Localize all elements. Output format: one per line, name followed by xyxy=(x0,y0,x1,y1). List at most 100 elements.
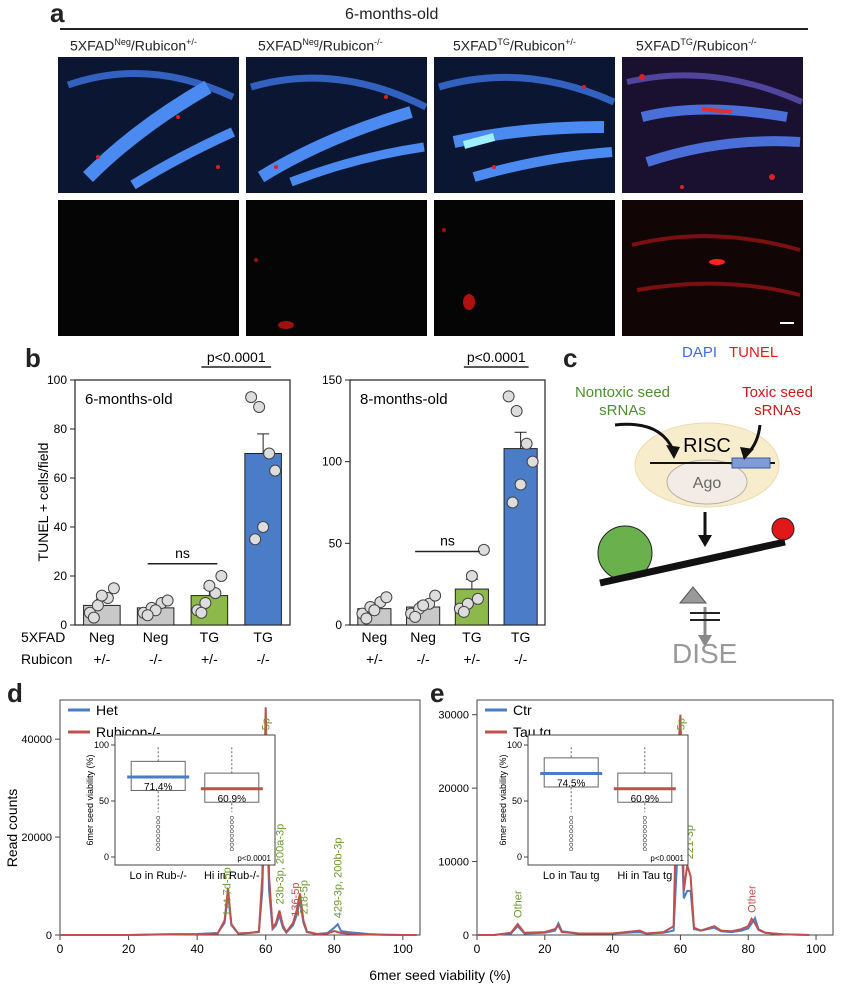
y-tick-label: 100 xyxy=(322,455,342,469)
toxic-seed-label: Toxic seed sRNAs xyxy=(742,384,813,419)
inset-outlier xyxy=(569,847,574,852)
x-tick-label: 0 xyxy=(57,942,64,956)
inset-outlier xyxy=(229,820,234,825)
panel-e-letter: e xyxy=(430,678,445,708)
inset-outlier xyxy=(156,833,161,838)
y-tick-label: 150 xyxy=(322,373,342,387)
y-tick-label: 30000 xyxy=(438,710,469,722)
peak-annotation: 218-5p xyxy=(298,880,310,914)
x-tick-label: 100 xyxy=(393,942,413,956)
inset-group-label: Lo in Tau tg xyxy=(543,870,600,882)
inset-outlier xyxy=(156,838,161,843)
x-tick-label: 80 xyxy=(742,942,756,956)
ns-label: ns xyxy=(175,545,190,561)
y-tick-label: 0 xyxy=(46,930,52,942)
x-tick-label: 60 xyxy=(674,942,688,956)
plot-frame xyxy=(349,379,546,626)
category-label: -/- xyxy=(257,651,271,667)
data-point xyxy=(457,605,470,618)
inset-group-label: Lo in Rub-/- xyxy=(129,870,187,882)
plot-frame xyxy=(74,379,291,626)
y-tick-label: 40 xyxy=(54,520,68,534)
legend-label: Ctr xyxy=(513,702,532,718)
inset-outlier xyxy=(569,820,574,825)
inset-outlier xyxy=(642,847,647,852)
category-label: TG xyxy=(511,629,530,645)
category-label: TG xyxy=(200,629,219,645)
data-point xyxy=(477,543,490,556)
arrowhead xyxy=(740,447,754,460)
y-tick-label: 60 xyxy=(54,471,68,485)
peak-annotation: 23b-3p, 200a-3p xyxy=(274,824,286,905)
micrograph-merge xyxy=(434,57,615,193)
data-point xyxy=(253,400,266,413)
category-label: Neg xyxy=(362,629,388,645)
inset-tick-label: 0 xyxy=(104,852,109,862)
category-label: -/- xyxy=(149,651,163,667)
panel-a-header-rule xyxy=(60,28,808,30)
x-tick-label: 0 xyxy=(474,942,481,956)
panel-d-letter: d xyxy=(7,678,23,708)
data-point xyxy=(526,455,539,468)
toxic-ball xyxy=(771,517,795,541)
x-tick-label: 100 xyxy=(806,942,826,956)
y-tick-label: 10000 xyxy=(438,857,469,869)
peak-annotation: Let-7d-5p xyxy=(221,867,233,914)
category-label: -/- xyxy=(514,651,528,667)
y-tick-label: 40000 xyxy=(21,734,52,746)
y-tick-label: 0 xyxy=(335,618,342,632)
risc-diagram: RISC Ago xyxy=(597,422,795,647)
peak-annotation: Other xyxy=(747,885,759,913)
data-point xyxy=(249,533,262,546)
inset-p-label: p<0.0001 xyxy=(650,854,684,863)
inset-outlier xyxy=(229,842,234,847)
peak-annotation: 136-5p xyxy=(290,882,302,916)
category-label: Neg xyxy=(89,629,115,645)
panel-a-header: 6-months-old xyxy=(345,6,439,23)
y-tick-label: 20 xyxy=(54,569,68,583)
data-point xyxy=(203,579,216,592)
stain-label-dapi: DAPI xyxy=(682,344,718,361)
peak-annotation: 9-5p xyxy=(261,718,273,740)
inset-outlier xyxy=(642,820,647,825)
category-label: -/- xyxy=(417,651,431,667)
x-tick-label: 40 xyxy=(190,942,204,956)
inset-outlier xyxy=(569,838,574,843)
data-point xyxy=(514,478,527,491)
panel-b-letter: b xyxy=(25,343,41,373)
inset-group-label: Hi in Rub-/- xyxy=(204,870,260,882)
x-tick-label: 80 xyxy=(328,942,342,956)
data-point xyxy=(161,594,174,607)
ns-label: ns xyxy=(440,533,455,549)
shared-xlabel: 6mer seed viability (%) xyxy=(369,967,511,983)
inset-outlier xyxy=(642,838,647,843)
dise-label: DISE xyxy=(672,638,738,669)
plot-title: 8-months-old xyxy=(360,391,448,408)
category-label: +/- xyxy=(94,651,111,667)
data-point xyxy=(510,405,523,418)
data-point xyxy=(95,589,108,602)
legend-label: Het xyxy=(96,702,118,718)
inset-outlier xyxy=(569,833,574,838)
stain-label-tunel: TUNEL xyxy=(729,344,779,361)
x-tick-label: 40 xyxy=(606,942,620,956)
seed-region xyxy=(731,457,771,469)
y-tick-label: 80 xyxy=(54,422,68,436)
y-tick-label: 0 xyxy=(60,618,67,632)
data-point xyxy=(409,610,422,623)
p-value-label: p<0.0001 xyxy=(207,349,266,365)
data-point xyxy=(520,437,533,450)
y-tick-label: 0 xyxy=(463,930,469,942)
data-point xyxy=(263,447,276,460)
panel-a-group-label: 5XFADNeg/Rubicon-/- xyxy=(258,37,383,54)
micrograph-tunel xyxy=(622,200,803,336)
category-label: +/- xyxy=(201,651,218,667)
inset-outlier xyxy=(156,820,161,825)
x-tick-label: 20 xyxy=(538,942,552,956)
y-tick-label: 100 xyxy=(47,373,67,387)
risc-label: RISC xyxy=(683,435,731,457)
data-point xyxy=(417,599,430,612)
x-tick-label: 20 xyxy=(122,942,136,956)
data-point xyxy=(141,609,154,622)
arrowhead xyxy=(698,535,712,547)
